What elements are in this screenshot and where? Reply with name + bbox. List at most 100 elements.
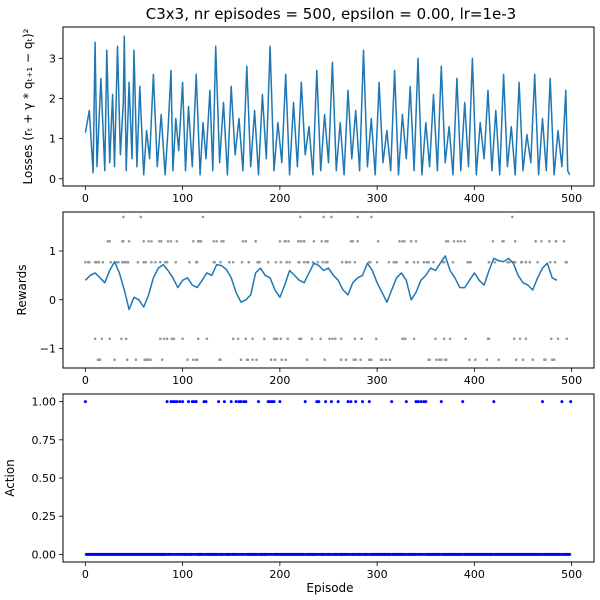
reward-point	[487, 337, 491, 341]
reward-point	[196, 337, 200, 341]
action-point	[336, 400, 340, 404]
reward-point	[368, 358, 371, 362]
reward-point	[322, 215, 325, 219]
reward-point	[466, 260, 469, 264]
reward-point	[284, 240, 288, 243]
reward-point	[196, 240, 200, 243]
x-tick-label: 0	[82, 374, 89, 387]
reward-point	[536, 260, 539, 264]
reward-point	[310, 337, 314, 341]
x-tick-label: 0	[82, 568, 89, 581]
reward-point	[324, 240, 327, 243]
reward-point	[506, 260, 509, 264]
reward-point	[520, 260, 524, 264]
reward-point	[564, 260, 568, 264]
reward-point	[272, 337, 276, 341]
reward-point	[285, 260, 289, 264]
reward-point	[120, 337, 123, 341]
reward-point	[159, 240, 163, 243]
reward-point	[428, 358, 431, 362]
reward-point	[136, 260, 140, 264]
reward-point	[440, 358, 443, 362]
reward-point	[274, 260, 278, 264]
reward-point	[456, 240, 460, 243]
reward-point	[124, 337, 128, 341]
reward-point	[95, 260, 99, 264]
x-tick-label: 200	[269, 568, 290, 581]
x-tick-label: 200	[269, 192, 290, 205]
reward-point	[513, 240, 517, 243]
reward-point	[239, 358, 243, 362]
reward-point	[468, 260, 471, 264]
reward-point	[468, 358, 471, 362]
reward-point	[334, 337, 337, 341]
reward-point	[186, 358, 189, 362]
reward-point	[101, 260, 105, 264]
y-tick-label: 1	[49, 245, 56, 258]
reward-point	[165, 260, 169, 264]
reward-point	[375, 260, 379, 264]
reward-point	[316, 260, 320, 264]
reward-point	[356, 215, 360, 219]
reward-point	[464, 337, 467, 341]
y-tick-label: 0.00	[32, 548, 57, 561]
reward-point	[369, 260, 372, 264]
reward-point	[491, 240, 495, 243]
reward-point	[231, 260, 235, 264]
reward-point	[376, 240, 380, 243]
x-tick-label: 300	[367, 568, 388, 581]
reward-point	[100, 337, 104, 341]
action-point	[165, 400, 169, 404]
reward-point	[142, 240, 145, 243]
reward-point	[353, 260, 357, 264]
action-point	[569, 400, 573, 404]
reward-point	[345, 260, 349, 264]
reward-point	[236, 337, 240, 341]
reward-point	[463, 240, 467, 243]
action-point	[424, 400, 428, 404]
reward-point	[550, 358, 554, 362]
reward-point	[312, 240, 316, 243]
reward-point	[370, 215, 373, 219]
reward-point	[284, 358, 288, 362]
reward-point	[170, 337, 174, 341]
reward-point	[302, 240, 306, 243]
reward-point	[205, 337, 209, 341]
reward-point	[359, 358, 362, 362]
reward-point	[123, 260, 127, 264]
reward-point	[192, 240, 195, 243]
reward-point	[298, 337, 301, 341]
reward-point	[534, 240, 537, 243]
axes-frame-losses	[62, 26, 595, 187]
reward-point	[528, 260, 532, 264]
reward-point	[108, 240, 111, 243]
reward-point	[380, 358, 384, 362]
reward-point	[97, 260, 101, 264]
reward-point	[518, 337, 522, 341]
action-point	[234, 400, 238, 404]
reward-point	[150, 260, 153, 264]
action-point	[419, 400, 423, 404]
x-tick-label: 100	[172, 568, 193, 581]
reward-point	[360, 337, 363, 341]
reward-point	[108, 337, 111, 341]
reward-point	[244, 337, 248, 341]
reward-point	[321, 260, 325, 264]
reward-point	[93, 260, 97, 264]
x-tick-label: 300	[367, 374, 388, 387]
reward-point	[403, 240, 406, 243]
reward-point	[434, 337, 437, 341]
reward-point	[565, 337, 569, 341]
action-point	[303, 400, 307, 404]
action-point	[222, 400, 226, 404]
action-point	[83, 400, 87, 404]
y-tick-label: 1	[49, 133, 56, 146]
reward-point	[165, 337, 169, 341]
reward-point	[172, 337, 176, 341]
reward-point	[255, 358, 258, 362]
reward-point	[442, 337, 446, 341]
reward-point	[485, 358, 489, 362]
x-tick-label: 300	[367, 192, 388, 205]
reward-point	[406, 260, 409, 264]
